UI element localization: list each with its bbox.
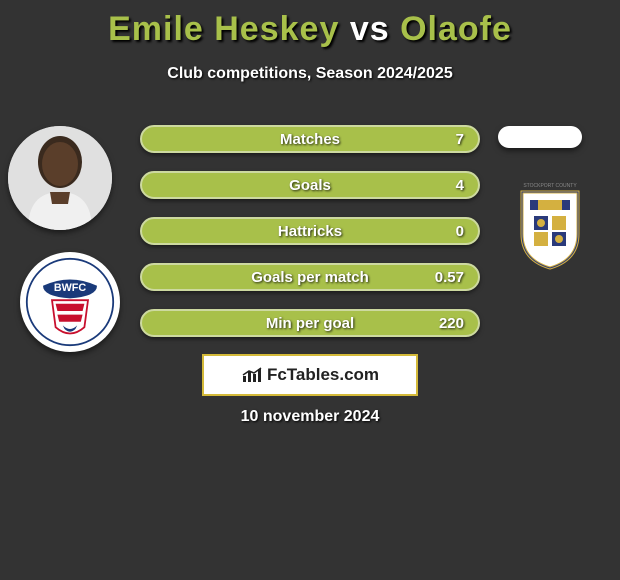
stat-row-0: Matches 7 [140, 125, 480, 153]
player1-name: Emile Heskey [108, 10, 339, 48]
stat-label: Matches [280, 131, 340, 148]
stat-label: Goals [289, 177, 331, 194]
stat-row-4: Min per goal 220 [140, 309, 480, 337]
club-badge-right: STOCKPORT COUNTY [500, 174, 600, 274]
stat-label: Hattricks [278, 223, 342, 240]
stat-bar: Matches 7 [140, 125, 480, 153]
stat-bar: Hattricks 0 [140, 217, 480, 245]
stat-bar: Goals 4 [140, 171, 480, 199]
stat-value-right: 0.57 [435, 269, 464, 286]
player2-name: Olaofe [400, 10, 512, 48]
stat-bar: Goals per match 0.57 [140, 263, 480, 291]
club-badge-left: BWFC [20, 252, 120, 352]
svg-text:STOCKPORT COUNTY: STOCKPORT COUNTY [523, 183, 577, 189]
vs-text: vs [350, 10, 390, 48]
svg-text:BWFC: BWFC [54, 282, 87, 294]
stat-row-2: Hattricks 0 [140, 217, 480, 245]
stat-row-1: Goals 4 [140, 171, 480, 199]
stat-label: Min per goal [266, 315, 354, 332]
watermark-text: FcTables.com [267, 365, 379, 385]
stat-label: Goals per match [251, 269, 369, 286]
watermark-box: FcTables.com [202, 354, 418, 396]
stat-value-right: 7 [456, 131, 464, 148]
bar-chart-icon [241, 366, 263, 384]
page-title: Emile Heskey vs Olaofe [0, 0, 620, 49]
subtitle: Club competitions, Season 2024/2025 [0, 65, 620, 83]
stat-value-right: 4 [456, 177, 464, 194]
stat-row-3: Goals per match 0.57 [140, 263, 480, 291]
stat-value-right: 0 [456, 223, 464, 240]
date-text: 10 november 2024 [0, 408, 620, 426]
stat-value-right: 220 [439, 315, 464, 332]
player2-photo-pill [498, 126, 582, 148]
player1-photo [8, 126, 112, 230]
stat-bar: Min per goal 220 [140, 309, 480, 337]
